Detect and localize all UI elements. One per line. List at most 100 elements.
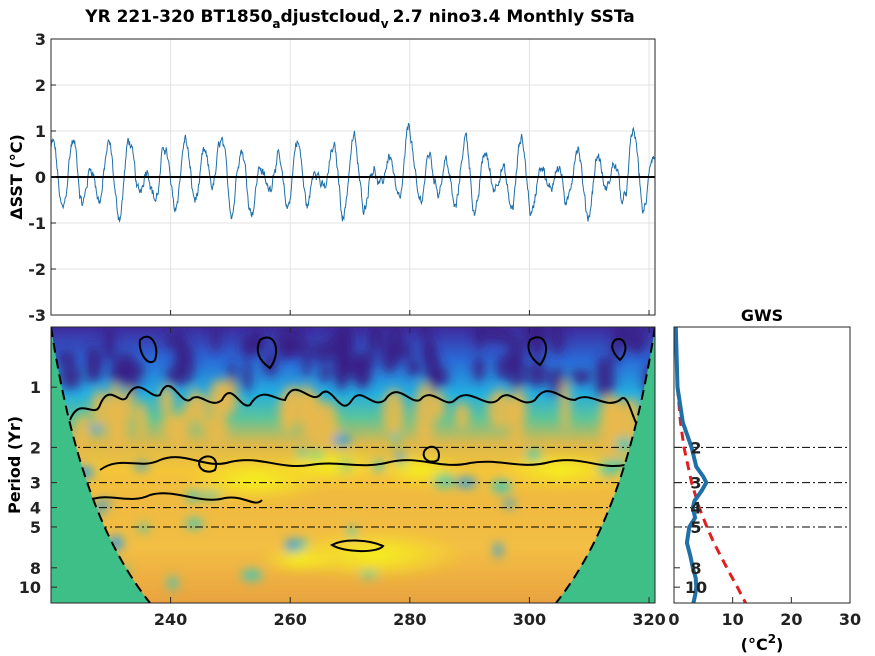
wavelet-ytick-label: 1 bbox=[30, 378, 41, 397]
gws-title: GWS bbox=[741, 306, 783, 325]
power-tongue bbox=[135, 401, 148, 441]
wavelet-power-field bbox=[56, 327, 655, 591]
significance-contour bbox=[611, 338, 627, 362]
wavelet-panel: 240 260 280 300 320 1 2 3 45 810 Period (Yr) bbox=[5, 326, 666, 629]
power-tongue bbox=[454, 401, 470, 431]
gws-xtick-label: 20 bbox=[780, 610, 802, 629]
wavelet-ytick-label: 5 bbox=[30, 518, 41, 537]
low-power-hole bbox=[503, 499, 515, 509]
gws-xtick-label: 0 bbox=[668, 610, 679, 629]
low-power-spot bbox=[350, 354, 373, 385]
low-power-hole bbox=[167, 576, 178, 591]
wavelet-ticks: 240 260 280 300 320 1 2 3 45 810 bbox=[19, 327, 666, 629]
wavelet-ytick-label: 10 bbox=[19, 578, 41, 597]
low-power-hole bbox=[185, 518, 204, 529]
power-tongue bbox=[431, 391, 446, 421]
power-tongue bbox=[300, 391, 322, 420]
low-power-spot bbox=[173, 342, 196, 386]
coi-left-line bbox=[51, 327, 151, 603]
low-power-spot bbox=[549, 366, 566, 397]
low-power-spot bbox=[242, 360, 252, 394]
gws-xlabel: (°C2) bbox=[741, 632, 784, 654]
gws-power-curve bbox=[674, 327, 709, 603]
power-tongue bbox=[208, 379, 229, 427]
power-tongue bbox=[196, 394, 208, 431]
wavelet-ytick-label: 4 bbox=[30, 499, 41, 518]
timeseries-ticks: 3 2 1 0 -1 -2 -3 bbox=[28, 30, 650, 325]
wavelet-ytick-label: 8 bbox=[30, 559, 41, 578]
low-power-spot bbox=[336, 356, 346, 393]
high-power-spot bbox=[260, 546, 340, 574]
low-power-hole bbox=[332, 434, 352, 447]
low-power-spot bbox=[417, 327, 432, 338]
sst-anomaly-series bbox=[51, 122, 655, 224]
low-power-hole bbox=[94, 499, 113, 507]
gws-xtick-label: 10 bbox=[722, 610, 744, 629]
timeseries-ytick-label: -3 bbox=[28, 306, 46, 325]
low-power-spot bbox=[276, 327, 294, 360]
low-power-spot bbox=[319, 364, 331, 383]
power-tongue bbox=[159, 385, 174, 416]
low-power-spot bbox=[328, 332, 342, 355]
wavelet-xtick-label: 260 bbox=[274, 610, 307, 629]
significance-contour bbox=[138, 335, 158, 363]
power-tongue bbox=[279, 390, 297, 435]
coi-left bbox=[51, 327, 150, 603]
wavelet-reference-lines bbox=[51, 446, 655, 528]
gws-ytick-label: 4 bbox=[690, 499, 701, 518]
low-power-hole bbox=[391, 432, 400, 445]
timeseries-ytick-label: -1 bbox=[28, 214, 46, 233]
gws-ytick-label: 3 bbox=[690, 474, 701, 493]
coi-right-line bbox=[555, 327, 655, 603]
timeseries-ytick-label: 2 bbox=[35, 76, 46, 95]
low-power-spot bbox=[294, 327, 304, 357]
power-tongue bbox=[76, 412, 90, 457]
low-power-spot bbox=[472, 355, 486, 382]
low-power-spot bbox=[368, 327, 377, 366]
chart-title: YR 221-320 BT1850adjustcloudv 2.7 nino3.4… bbox=[84, 7, 634, 31]
power-tongue bbox=[487, 389, 513, 430]
gws-xtick-label: 30 bbox=[839, 610, 861, 629]
wavelet-xtick-label: 240 bbox=[154, 610, 187, 629]
low-power-hole bbox=[136, 524, 150, 532]
low-power-spot bbox=[434, 366, 450, 387]
low-power-hole bbox=[493, 542, 503, 558]
power-tongue bbox=[107, 382, 123, 447]
low-power-spot bbox=[570, 368, 592, 385]
low-power-spot bbox=[302, 336, 311, 378]
low-power-spot bbox=[633, 339, 644, 355]
significance-contour bbox=[527, 336, 548, 367]
gws-ytick-label: 2 bbox=[690, 438, 701, 457]
low-power-spot bbox=[113, 351, 136, 378]
gws-ytick-label: 10 bbox=[685, 578, 707, 597]
low-power-spot bbox=[509, 353, 526, 391]
gws-ytick-label: 8 bbox=[690, 559, 701, 578]
wavelet-ytick-label: 2 bbox=[30, 438, 41, 457]
low-power-spot bbox=[524, 327, 547, 353]
timeseries-panel: 3 2 1 0 -1 -2 -3 ΔSST (°C) bbox=[7, 30, 656, 325]
significance-contours bbox=[69, 335, 641, 553]
significance-contour bbox=[422, 445, 440, 463]
low-power-hole bbox=[89, 425, 103, 433]
timeseries-ytick-label: 0 bbox=[35, 168, 46, 187]
wavelet-ylabel: Period (Yr) bbox=[5, 416, 24, 514]
high-power-spot bbox=[380, 454, 460, 486]
power-tongue bbox=[203, 415, 229, 447]
timeseries-ytick-label: -2 bbox=[28, 260, 46, 279]
coi-right bbox=[556, 327, 655, 603]
low-power-spot bbox=[502, 327, 513, 346]
low-power-spot bbox=[56, 349, 77, 367]
high-power-spot bbox=[280, 447, 380, 483]
low-power-hole bbox=[455, 477, 477, 489]
significance-contour bbox=[99, 456, 626, 471]
low-power-spot bbox=[164, 332, 178, 349]
gws-ytick-label: 5 bbox=[690, 518, 701, 537]
significance-contour bbox=[89, 492, 263, 504]
low-power-spot bbox=[59, 363, 82, 390]
power-tongue bbox=[170, 415, 189, 456]
low-power-spot bbox=[424, 334, 435, 368]
gws-reference-lines bbox=[674, 446, 850, 528]
power-tongue bbox=[382, 388, 405, 438]
